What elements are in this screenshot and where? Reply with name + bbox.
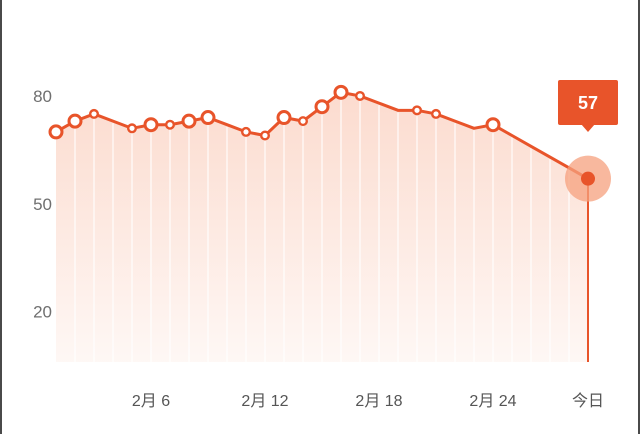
data-point[interactable] xyxy=(67,113,83,129)
x-tick-label: 2月 12 xyxy=(241,393,288,410)
data-point[interactable] xyxy=(164,119,175,130)
x-tick-label: 2月 6 xyxy=(132,393,170,410)
y-tick-label: 80 xyxy=(33,87,52,106)
data-point[interactable] xyxy=(485,117,501,133)
frame-left-edge xyxy=(0,0,2,434)
data-point[interactable] xyxy=(276,110,292,126)
data-point[interactable] xyxy=(333,84,349,100)
x-tick-label: 今日 xyxy=(572,392,604,410)
data-point[interactable] xyxy=(126,123,137,134)
current-point[interactable] xyxy=(581,171,595,186)
y-tick-label: 50 xyxy=(33,195,52,214)
value-tooltip: 57 xyxy=(558,80,618,132)
data-point[interactable] xyxy=(200,110,216,126)
data-point[interactable] xyxy=(143,117,159,133)
data-point[interactable] xyxy=(298,116,309,127)
data-point[interactable] xyxy=(314,99,330,115)
data-point[interactable] xyxy=(355,90,366,101)
data-point[interactable] xyxy=(88,108,99,119)
tooltip-value: 57 xyxy=(578,93,598,113)
x-tick-label: 2月 18 xyxy=(355,393,402,410)
data-point[interactable] xyxy=(181,113,197,129)
data-point[interactable] xyxy=(431,108,442,119)
data-point[interactable] xyxy=(240,126,251,137)
frame-right-edge xyxy=(638,0,640,434)
data-point[interactable] xyxy=(48,124,64,140)
x-tick-label: 2月 24 xyxy=(469,393,516,410)
y-tick-label: 20 xyxy=(33,303,52,322)
tooltip-pointer xyxy=(581,124,595,132)
data-point[interactable] xyxy=(412,105,423,116)
tooltip-box xyxy=(558,80,618,125)
data-point[interactable] xyxy=(260,130,271,141)
